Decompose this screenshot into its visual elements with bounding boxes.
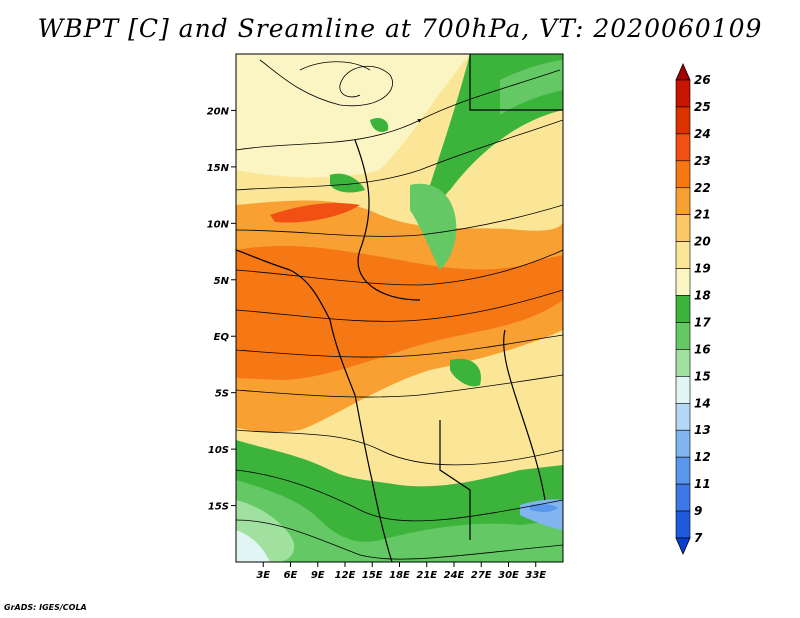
colorbar-label: 25 bbox=[694, 100, 711, 114]
colorbar-label: 18 bbox=[694, 289, 711, 303]
lon-tick-label: 15E bbox=[362, 570, 383, 581]
colorbar-label: 7 bbox=[694, 531, 703, 545]
colorbar-swatch bbox=[675, 456, 691, 485]
lon-tick-label: 21E bbox=[416, 570, 437, 581]
colorbar-swatch bbox=[675, 429, 691, 458]
colorbar-label: 15 bbox=[694, 369, 711, 383]
latitude-axis: 20N 15N 10N 5N EQ 5S 10S 15S bbox=[207, 106, 236, 513]
colorbar-swatch bbox=[675, 133, 691, 162]
lat-tick-label: 5S bbox=[215, 389, 229, 400]
colorbar-label: 26 bbox=[694, 73, 711, 87]
colorbar-label: 23 bbox=[694, 154, 711, 168]
colorbar-swatch bbox=[675, 241, 691, 269]
colorbar-label: 14 bbox=[694, 396, 711, 410]
lat-tick-label: 15S bbox=[208, 502, 229, 513]
chart-title: WBPT [C] and Sreamline at 700hPa, VT: 20… bbox=[37, 14, 763, 43]
lon-tick-label: 30E bbox=[498, 570, 519, 581]
colorbar-label: 20 bbox=[694, 235, 711, 249]
colorbar-label: 19 bbox=[694, 262, 711, 276]
lat-tick-label: 10S bbox=[208, 445, 229, 456]
lon-tick-label: 18E bbox=[389, 570, 410, 581]
lon-tick-label: 3E bbox=[256, 570, 270, 581]
longitude-axis: 3E 6E 9E 12E 15E 18E 21E 24E 27E 30E 33E bbox=[256, 562, 546, 581]
colorbar: 26 25 24 23 22 21 20 19 18 17 16 15 14 13 12 11 9 7 bbox=[675, 63, 711, 555]
colorbar-swatch bbox=[675, 160, 691, 189]
colorbar-label: 16 bbox=[694, 342, 711, 356]
lat-tick-label: 20N bbox=[207, 106, 230, 117]
credit-text: GrADS: IGES/COLA bbox=[4, 603, 87, 612]
lon-tick-label: 12E bbox=[335, 570, 356, 581]
colorbar-label: 12 bbox=[694, 450, 711, 464]
lat-tick-label: EQ bbox=[214, 332, 230, 343]
lon-tick-label: 33E bbox=[525, 570, 546, 581]
colorbar-swatch bbox=[675, 106, 691, 135]
colorbar-label: 9 bbox=[694, 504, 702, 518]
colorbar-swatch bbox=[675, 322, 691, 350]
colorbar-swatch bbox=[675, 349, 691, 377]
colorbar-label: 22 bbox=[694, 181, 711, 195]
lon-tick-label: 27E bbox=[471, 570, 492, 581]
colorbar-label: 21 bbox=[694, 208, 711, 222]
colorbar-swatch bbox=[675, 402, 691, 431]
colorbar-swatch bbox=[675, 214, 691, 242]
colorbar-swatch bbox=[675, 268, 691, 296]
lon-tick-label: 9E bbox=[311, 570, 325, 581]
colorbar-swatch bbox=[675, 187, 691, 216]
colorbar-bottom-arrow bbox=[675, 537, 691, 555]
colorbar-label: 11 bbox=[694, 477, 711, 491]
lat-tick-label: 15N bbox=[207, 163, 230, 174]
colorbar-swatch bbox=[675, 79, 691, 108]
colorbar-swatch bbox=[675, 376, 691, 404]
colorbar-label: 24 bbox=[694, 127, 711, 141]
colorbar-label: 13 bbox=[694, 423, 711, 437]
colorbar-label: 17 bbox=[694, 315, 711, 329]
colorbar-swatch bbox=[675, 295, 691, 323]
wbpt-field bbox=[236, 54, 563, 562]
streamlines bbox=[236, 59, 563, 560]
colorbar-swatch bbox=[675, 483, 691, 512]
colorbar-swatch bbox=[675, 510, 691, 539]
lat-tick-label: 5N bbox=[214, 276, 230, 287]
coastlines-borders bbox=[236, 54, 563, 562]
colorbar-top-arrow bbox=[675, 63, 691, 81]
lon-tick-label: 6E bbox=[284, 570, 298, 581]
lon-tick-label: 24E bbox=[444, 570, 465, 581]
lat-tick-label: 10N bbox=[207, 219, 230, 230]
